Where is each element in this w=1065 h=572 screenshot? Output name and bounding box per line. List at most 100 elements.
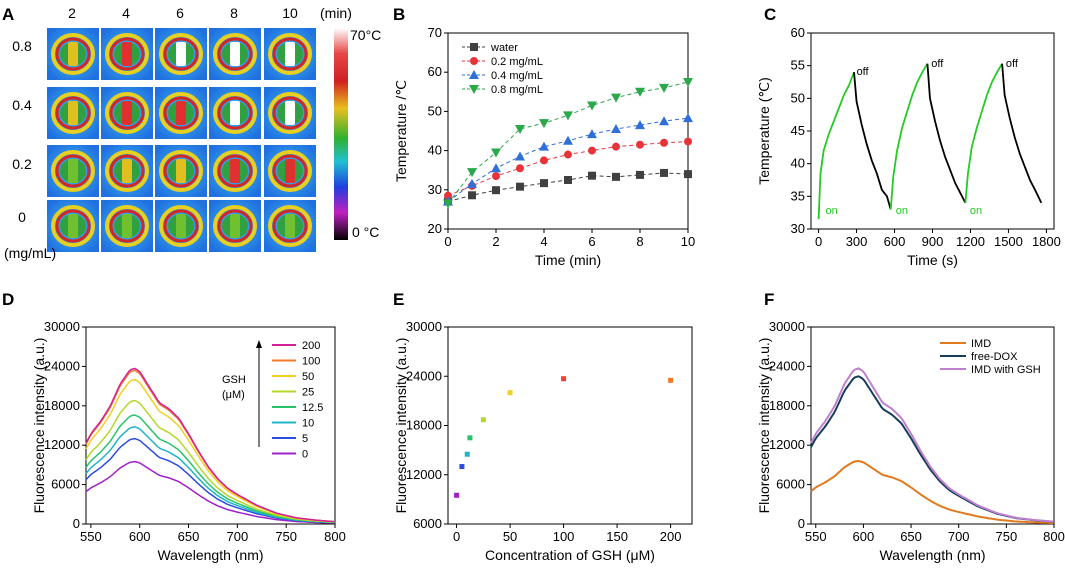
x-tick-label: 650: [178, 529, 200, 544]
series-heating-1: [817, 71, 855, 220]
data-point: [564, 176, 572, 184]
data-point: [611, 93, 621, 103]
legend-label: 0.2 mg/mL: [491, 56, 543, 68]
y-tick-label: 40: [428, 143, 442, 158]
data-point: [516, 182, 524, 191]
y-axis-label: Temperature /℃: [393, 80, 409, 182]
series-line: [447, 141, 689, 197]
hot-spot: [285, 159, 295, 183]
panel-label-c: C: [764, 5, 776, 24]
well-inner-ring: [217, 154, 253, 188]
thermal-image: [209, 87, 261, 139]
data-point: [454, 492, 460, 498]
well-ring: [159, 33, 203, 75]
y-tick-label: 0: [73, 516, 80, 531]
legend-label: 10: [302, 418, 314, 430]
well-inner-ring: [55, 37, 91, 71]
panel-label-f: F: [764, 290, 774, 309]
data-point: [467, 178, 477, 188]
y-tick-label: 40: [791, 156, 805, 171]
data-point: [636, 140, 644, 149]
y-tick-label: 60: [791, 25, 805, 40]
well-inner-ring: [272, 96, 308, 130]
legend-marker: [470, 43, 478, 51]
x-tick-label: 300: [846, 234, 868, 249]
series-0: [85, 460, 334, 524]
x-tick-label: 8: [636, 234, 643, 249]
hot-spot: [230, 159, 240, 183]
hot-spot: [68, 101, 78, 125]
data-point: [539, 141, 549, 151]
data-point: [683, 113, 693, 123]
x-tick-label: 1500: [994, 234, 1023, 249]
series-water: [444, 168, 692, 206]
time-labels: 2 4 6 8 10: [68, 5, 298, 21]
well-ring: [51, 150, 95, 192]
thermal-image: [264, 200, 316, 252]
thermal-image: [101, 87, 153, 139]
hot-spot: [176, 159, 186, 183]
hot-spot: [68, 214, 78, 238]
x-tick-label: 150: [606, 529, 628, 544]
x-tick-label: 2: [492, 234, 499, 249]
x-tick-label: 800: [1043, 529, 1065, 544]
y-tick-label: 30000: [769, 319, 805, 334]
panel-label-b: B: [393, 5, 405, 24]
legend-marker: [469, 70, 479, 79]
series-200: [85, 367, 335, 523]
data-point: [507, 390, 513, 396]
data-point: [540, 156, 548, 165]
y-tick-label: 60: [428, 64, 442, 79]
data-point: [459, 464, 465, 470]
data-point: [480, 417, 486, 423]
concentration-label: 0.8: [12, 38, 32, 54]
x-tick-label: 200: [660, 529, 682, 544]
y-axis-label: Fluorescence intensity (a.u.): [31, 338, 47, 514]
well-inner-ring: [272, 209, 308, 243]
data-point: [464, 451, 470, 457]
legend-title: (μM): [222, 389, 245, 401]
legend-label: 200: [302, 340, 320, 352]
well-inner-ring: [55, 209, 91, 243]
hot-spot: [176, 101, 186, 125]
hot-spot: [122, 101, 132, 125]
data-point: [492, 172, 500, 181]
series-cooling-3: [1001, 63, 1043, 204]
legend-label: IMD: [971, 338, 991, 350]
thermal-image: [264, 28, 316, 80]
x-tick-label: 1800: [1032, 234, 1061, 249]
colorbar-min-label: 0 °C: [352, 224, 379, 240]
legend-marker: [469, 85, 479, 94]
well-inner-ring: [217, 209, 253, 243]
x-tick-label: 4: [540, 234, 547, 249]
y-tick-label: 50: [791, 90, 805, 105]
data-point: [683, 78, 693, 87]
legend-label: 0.4 mg/mL: [491, 70, 543, 82]
legend-label: 25: [302, 387, 314, 399]
legend-label: free-DOX: [971, 351, 1018, 363]
y-tick-label: 12000: [44, 437, 80, 452]
x-axis-label: Wavelength (nm): [157, 547, 263, 563]
panel-label-d: D: [2, 290, 14, 309]
y-tick-label: 30000: [44, 319, 80, 334]
well-ring: [268, 205, 312, 247]
data-point: [588, 146, 596, 155]
concentration-unit-label: (mg/mL): [4, 245, 56, 261]
well-ring: [268, 150, 312, 192]
y-tick-label: 6000: [413, 516, 442, 531]
well-ring: [159, 150, 203, 192]
y-tick-label: 12000: [406, 467, 442, 482]
x-tick-label: 700: [948, 529, 970, 544]
concentration-label: 0.4: [12, 97, 32, 113]
well-ring: [105, 150, 149, 192]
x-tick-label: 0: [444, 234, 451, 249]
well-ring: [51, 205, 95, 247]
series-25: [85, 399, 335, 523]
thermal-image: [47, 145, 99, 197]
chart-d: 550 600 650 700 750 8000600012000180002400030…: [31, 319, 346, 563]
legend-label: water: [490, 42, 518, 54]
x-tick-label: 800: [324, 529, 346, 544]
data-point: [564, 150, 572, 159]
data-point: [684, 137, 692, 146]
